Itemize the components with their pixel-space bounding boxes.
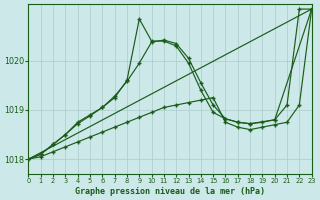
X-axis label: Graphe pression niveau de la mer (hPa): Graphe pression niveau de la mer (hPa) [75,187,265,196]
